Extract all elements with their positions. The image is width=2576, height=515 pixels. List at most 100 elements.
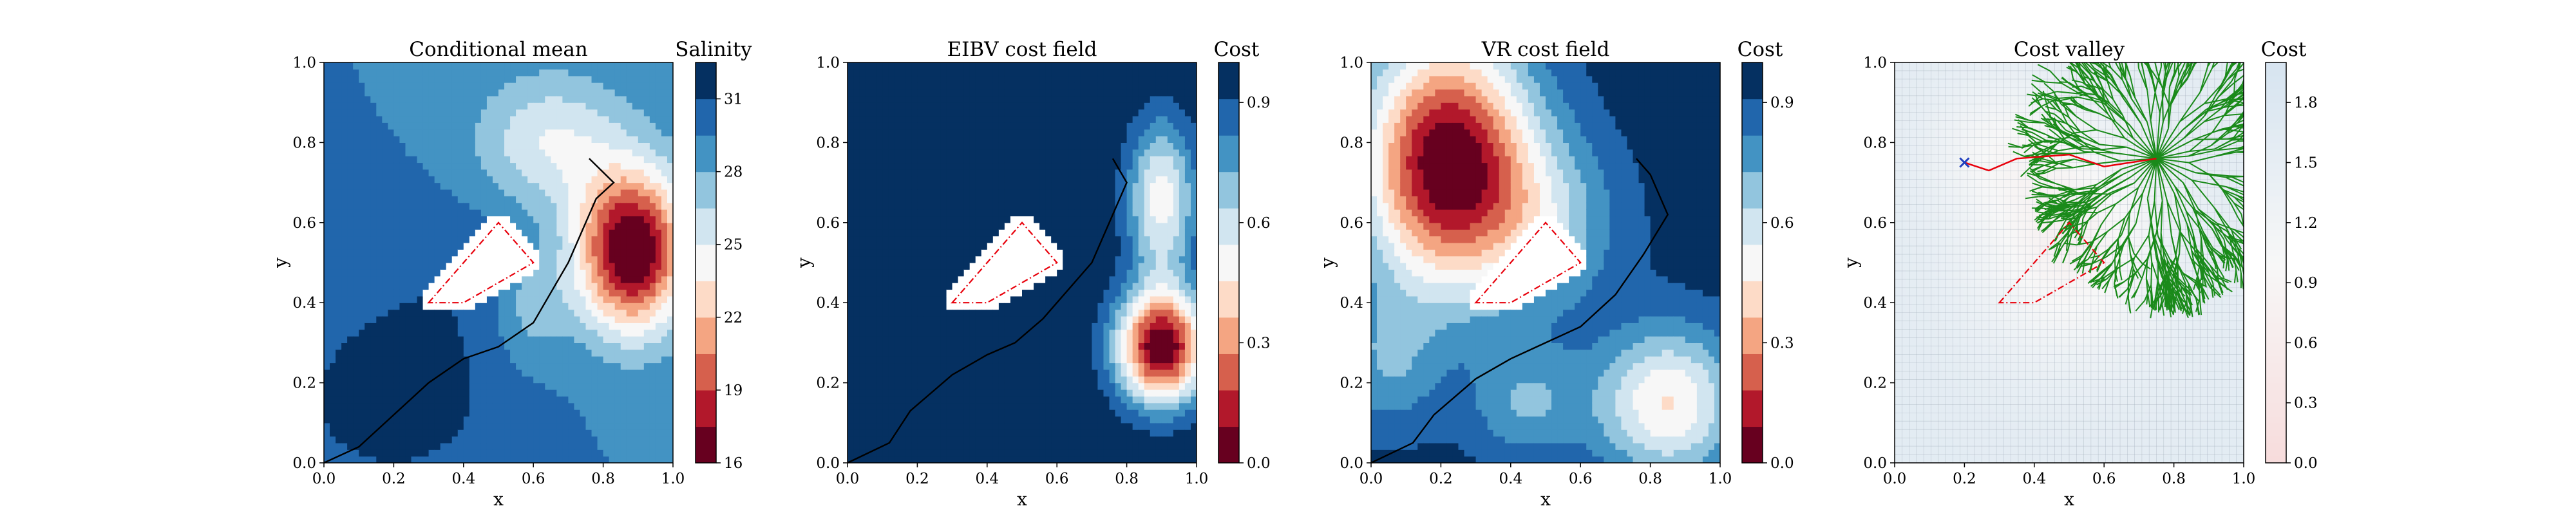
heatmap-cell — [527, 422, 534, 430]
heatmap-cell — [516, 369, 522, 377]
heatmap-cell — [516, 89, 522, 97]
heatmap-cell — [638, 276, 645, 283]
heatmap-cell — [585, 122, 592, 130]
heatmap-cell — [492, 182, 499, 190]
heatmap-cell — [963, 75, 971, 83]
heatmap-cell — [888, 189, 895, 196]
heatmap-cell — [492, 242, 499, 250]
heatmap-cell — [580, 442, 587, 450]
heatmap-cell — [958, 136, 965, 143]
heatmap-cell — [330, 416, 336, 424]
heatmap-cell — [463, 362, 470, 370]
heatmap-cell — [359, 242, 365, 250]
heatmap-cell — [463, 242, 470, 250]
heatmap-cell — [609, 196, 616, 203]
heatmap-cell — [597, 309, 604, 317]
heatmap-cell — [975, 382, 982, 390]
heatmap-cell — [463, 222, 470, 230]
heatmap-cell — [330, 95, 336, 103]
heatmap-cell — [336, 263, 342, 270]
heatmap-cell — [382, 449, 388, 457]
heatmap-cell — [336, 362, 342, 370]
heatmap-cell — [393, 162, 401, 170]
heatmap-cell — [504, 402, 511, 410]
heatmap-cell — [614, 356, 621, 364]
heatmap-cell — [882, 229, 889, 237]
heatmap-cell — [882, 62, 889, 70]
heatmap-cell — [388, 303, 394, 310]
heatmap-cell — [359, 349, 365, 357]
heatmap-cell — [556, 356, 563, 364]
heatmap-cell — [510, 115, 516, 123]
heatmap-cell — [504, 289, 511, 297]
heatmap-cell — [347, 75, 354, 83]
heatmap-cell — [597, 89, 604, 97]
heatmap-cell — [905, 382, 912, 390]
heatmap-cell — [667, 249, 673, 257]
heatmap-cell — [574, 396, 581, 404]
heatmap-cell — [905, 369, 912, 377]
heatmap-cell — [475, 242, 482, 250]
heatmap-cell — [958, 156, 965, 164]
heatmap-cell — [417, 269, 424, 277]
heatmap-cell — [585, 89, 592, 97]
heatmap-cell — [626, 295, 633, 303]
heatmap-cell — [952, 236, 959, 243]
heatmap-cell — [894, 102, 900, 110]
heatmap-cell — [504, 82, 511, 90]
heatmap-cell — [457, 249, 464, 257]
heatmap-cell — [591, 182, 598, 190]
heatmap-cell — [871, 369, 877, 377]
heatmap-cell — [556, 456, 563, 463]
heatmap-cell — [632, 323, 639, 330]
heatmap-cell — [411, 216, 418, 223]
heatmap-cell — [655, 336, 662, 343]
heatmap-cell — [486, 309, 493, 317]
heatmap-cell — [551, 216, 557, 223]
heatmap-cell — [533, 422, 540, 430]
heatmap-cell — [457, 176, 464, 183]
heatmap-cell — [428, 222, 435, 230]
heatmap-cell — [585, 82, 592, 90]
heatmap-cell — [347, 102, 354, 110]
heatmap-cell — [451, 283, 459, 290]
heatmap-cell — [900, 342, 906, 350]
heatmap-cell — [923, 449, 930, 457]
heatmap-cell — [643, 376, 650, 384]
heatmap-cell — [905, 189, 912, 196]
heatmap-cell — [568, 422, 575, 430]
heatmap-cell — [376, 336, 383, 343]
heatmap-cell — [475, 162, 482, 170]
heatmap-cell — [574, 382, 581, 390]
heatmap-cell — [958, 196, 965, 203]
heatmap-cell — [900, 382, 906, 390]
heatmap-cell — [516, 402, 522, 410]
heatmap-cell — [388, 196, 394, 203]
heatmap-cell — [632, 129, 639, 136]
heatmap-cell — [894, 436, 900, 444]
heatmap-cell — [934, 222, 942, 230]
heatmap-cell — [469, 263, 476, 270]
heatmap-cell — [324, 75, 330, 83]
heatmap-cell — [620, 129, 627, 136]
heatmap-cell — [655, 342, 662, 350]
heatmap-cell — [562, 289, 569, 297]
heatmap-cell — [975, 422, 982, 430]
heatmap-cell — [527, 416, 534, 424]
heatmap-cell — [667, 62, 673, 70]
heatmap-cell — [597, 202, 604, 210]
heatmap-cell — [643, 356, 650, 364]
heatmap-cell — [876, 209, 883, 217]
heatmap-cell — [859, 396, 866, 404]
heatmap-cell — [888, 142, 895, 150]
heatmap-cell — [347, 409, 354, 417]
heatmap-cell — [871, 283, 877, 290]
heatmap-cell — [643, 429, 650, 437]
heatmap-cell — [853, 336, 860, 343]
heatmap-cell — [638, 436, 645, 444]
heatmap-cell — [969, 295, 976, 303]
heatmap-cell — [359, 389, 365, 397]
heatmap-cell — [591, 115, 598, 123]
heatmap-cell — [428, 256, 435, 263]
heatmap-cell — [411, 323, 418, 330]
